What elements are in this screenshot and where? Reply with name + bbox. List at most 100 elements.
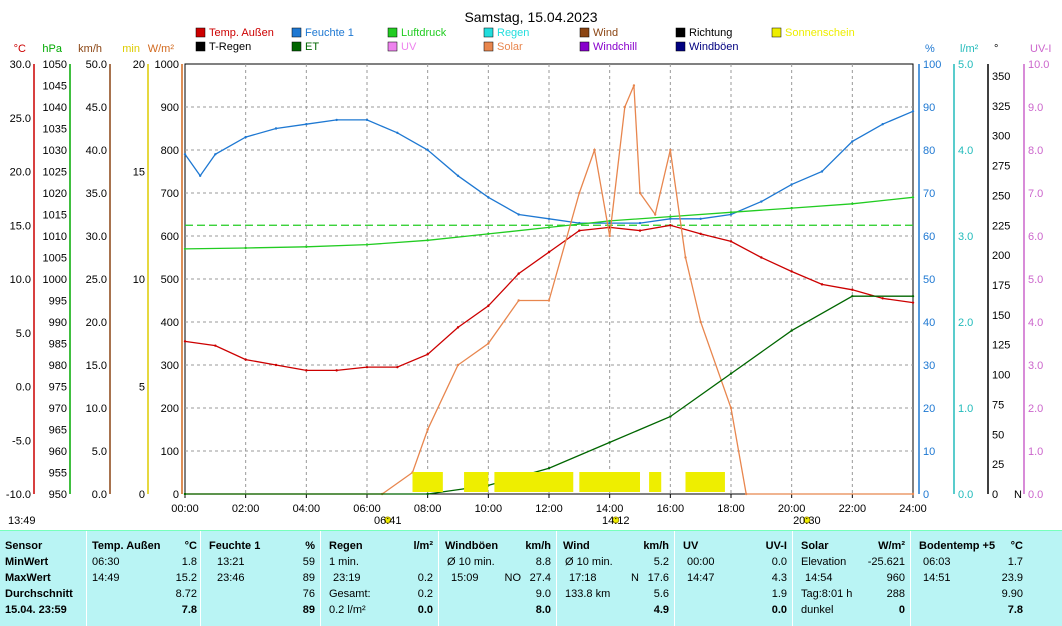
series-point (669, 415, 672, 418)
series-point (638, 221, 642, 225)
left-axis-tick-label: 400 (161, 317, 179, 329)
right-axis-tick-label: 300 (992, 131, 1010, 143)
boden-current-value: 7.8 (1007, 604, 1023, 616)
right-axis-tick-label: 2.0 (1028, 403, 1043, 415)
left-axis-tick-label: 0 (173, 489, 179, 501)
left-axis-tick-label: 100 (161, 446, 179, 458)
legend-label: ET (305, 41, 319, 53)
right-axis-tick-label: 75 (992, 399, 1004, 411)
legend-swatch (387, 27, 398, 38)
legend-label: Windböen (689, 41, 739, 53)
regen-total-value: 0.2 (417, 588, 433, 600)
legend-swatch (675, 41, 686, 52)
series-point (820, 283, 824, 286)
temp-max-value: 15.2 (175, 572, 197, 584)
left-axis-tick-label: 30.0 (86, 231, 107, 243)
right-axis-tick-label: 7.0 (1028, 188, 1043, 200)
right-axis-tick-label: 100 (992, 370, 1010, 382)
series-point (517, 213, 520, 216)
series-point (593, 148, 596, 152)
left-axis-tick-label: 970 (49, 403, 67, 415)
series-point (335, 118, 338, 122)
series-point (183, 492, 187, 496)
series-point (790, 270, 793, 273)
legend-swatch (483, 27, 494, 38)
left-axis-tick-label: 1000 (43, 274, 67, 286)
x-tick-label: 22:00 (839, 503, 867, 515)
legend-label: Solar (497, 41, 523, 53)
series-point (669, 224, 672, 227)
series-point (547, 250, 551, 254)
series-point (274, 363, 278, 367)
legend-label: Wind (593, 27, 618, 39)
wind-avg10-label: Ø 10 min. (565, 556, 613, 568)
feuchte-title: Feuchte 1 (209, 540, 261, 552)
wind-max-direction: N (631, 572, 639, 584)
series-point (790, 183, 793, 186)
left-axis-tick-label: 20.0 (86, 317, 107, 329)
boden-max-value: 23.9 (1001, 572, 1023, 584)
series-point (669, 148, 672, 152)
series-point (517, 299, 520, 302)
regen-max-value: 0.2 (417, 572, 433, 584)
temp-unit: °C (184, 540, 197, 552)
series-point (396, 365, 399, 369)
regen-title: Regen (329, 540, 363, 552)
legend-label: UV (401, 41, 417, 53)
feuchte-min-value: 59 (302, 556, 315, 568)
right-axis-tick-label: 1.0 (1028, 446, 1043, 458)
left-axis-tick-label: 1015 (43, 210, 67, 222)
right-axis-tick-label: 9.0 (1028, 102, 1043, 114)
legend-swatch (291, 41, 302, 52)
x-tick-label: 24:00 (899, 503, 927, 515)
legend-label: Temp. Außen (209, 27, 274, 39)
wind-current-value: 4.9 (653, 604, 669, 616)
corner-time-label: 13:49 (8, 515, 36, 527)
windboeen-avg10-value: 8.8 (535, 556, 551, 568)
right-axis-tick-label: 0.0 (1028, 489, 1043, 501)
right-axis-tick-label: 50 (923, 274, 935, 286)
series-point (699, 217, 702, 220)
series-point (851, 288, 854, 291)
series-point (365, 118, 369, 122)
chart-title: Samstag, 15.04.2023 (464, 9, 597, 25)
boden-min-value: 1.7 (1007, 556, 1023, 568)
windboeen-max-time: 15:09 (451, 572, 479, 584)
sunshine-bar (412, 472, 443, 492)
legend-label: Richtung (689, 27, 732, 39)
series-point (911, 301, 915, 304)
right-axis-tick-label: 2.0 (958, 317, 973, 329)
series-point (608, 221, 611, 225)
regen-current-label: 0.2 l/m² (329, 604, 366, 616)
series-point (820, 170, 824, 173)
left-axis-tick-label: 1010 (43, 231, 67, 243)
solar-max-value: 960 (886, 572, 905, 584)
series-point (578, 191, 581, 195)
right-axis-tick-label: 50 (992, 429, 1004, 441)
right-axis-tick-label: 10 (923, 446, 935, 458)
series-point (669, 215, 672, 218)
feuchte-max-time: 23:46 (217, 572, 245, 584)
right-axis-tick-label: 40 (923, 317, 935, 329)
boden-column: Bodentemp +5 °C 06:03 1.7 14:51 23.9 9.9… (910, 531, 1039, 626)
left-axis-tick-label: 1000 (155, 59, 179, 71)
left-axis-tick-label: 0 (139, 489, 145, 501)
left-axis-unit: hPa (42, 43, 62, 55)
x-tick-label: 08:00 (414, 503, 442, 515)
legend-swatch (771, 27, 782, 38)
left-axis-tick-label: 980 (49, 360, 67, 372)
x-tick-label: 04:00 (293, 503, 321, 515)
legend-swatch (387, 41, 398, 52)
legend-swatch (195, 41, 206, 52)
left-axis-tick-label: 600 (161, 231, 179, 243)
boden-avg-value: 9.90 (1001, 588, 1023, 600)
legend-swatch (675, 27, 686, 38)
sunshine-bar (464, 472, 489, 492)
solar-avg-value: 288 (886, 588, 905, 600)
wind-distance-label: 133.8 km (565, 588, 611, 600)
regen-max-time: 23:19 (333, 572, 361, 584)
series-point (335, 369, 338, 372)
series-point (760, 256, 763, 259)
series-point (487, 196, 490, 199)
